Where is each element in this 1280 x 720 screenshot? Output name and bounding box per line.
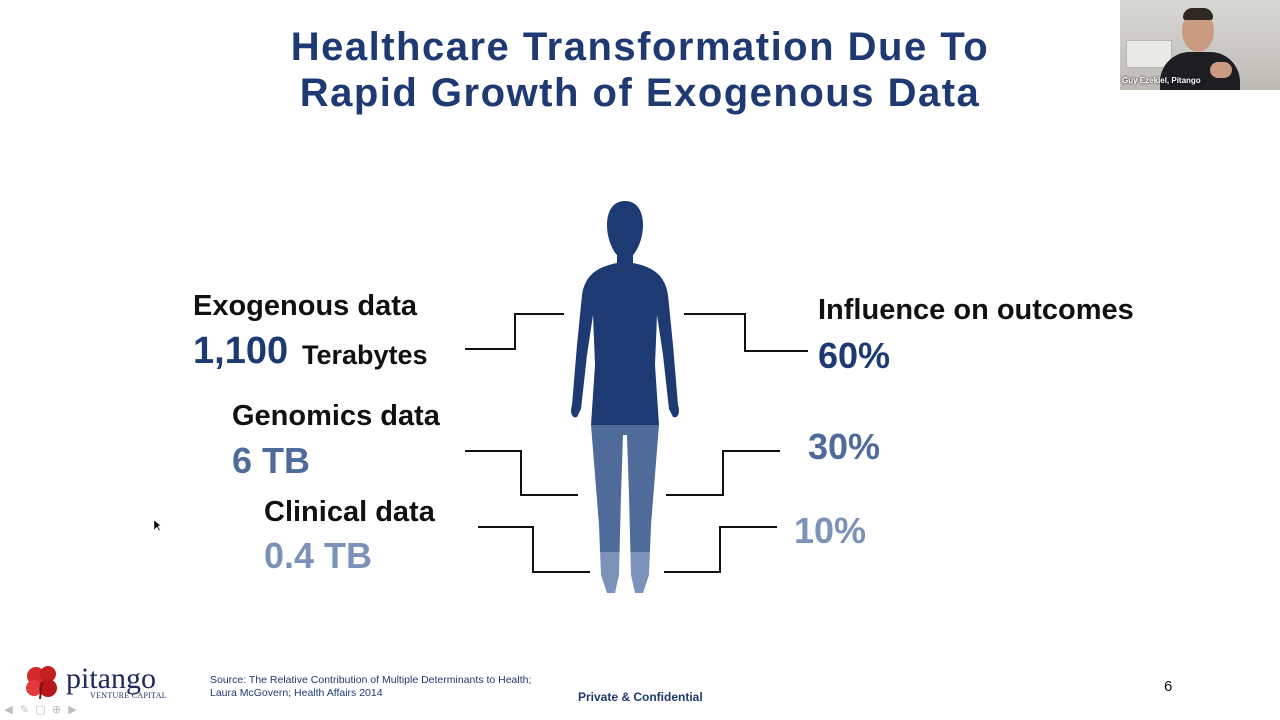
genomics-data-label: Genomics data (232, 400, 440, 432)
figure-middle-segment (571, 425, 679, 552)
webcam-video-tile[interactable]: Guy Ezekiel, Pitango (1120, 0, 1280, 90)
confidential-label: Private & Confidential (578, 690, 703, 704)
exogenous-data-unit: Terabytes (302, 340, 428, 370)
connector-clinical (478, 526, 590, 573)
connector-influence-30 (666, 450, 780, 496)
exogenous-data-label: Exogenous data (193, 290, 417, 322)
pitango-logo-icon (26, 666, 57, 700)
zoom-icon[interactable]: ⊕ (51, 704, 62, 716)
pitango-logo-subtitle: VENTURE CAPITAL (90, 691, 167, 700)
presenter-hand (1210, 62, 1232, 78)
slides-icon[interactable]: ▢ (35, 704, 46, 716)
genomics-data-value: 6 TB (232, 440, 311, 481)
presenter-hair (1183, 8, 1213, 20)
slide-title-line-1: Healthcare Transformation Due To (290, 25, 990, 69)
connector-genomics (465, 450, 578, 496)
connector-influence-60 (684, 313, 808, 352)
source-citation: Source: The Relative Contribution of Mul… (210, 674, 531, 700)
connector-exogenous (465, 313, 564, 350)
pitango-logo-text: pitango (66, 662, 156, 695)
exogenous-data-value: 1,100 (193, 330, 289, 372)
prev-arrow-icon[interactable]: ◀ (4, 704, 13, 716)
influence-on-outcomes-label: Influence on outcomes (818, 294, 1134, 326)
figure-upper-segment (571, 201, 679, 425)
pen-icon[interactable]: ✎ (19, 704, 30, 716)
human-body-figure (571, 201, 679, 593)
mouse-cursor-icon (154, 520, 162, 532)
webcam-name-label: Guy Ezekiel, Pitango (1122, 76, 1201, 85)
figure-lower-segment (571, 552, 679, 593)
clinical-data-label: Clinical data (264, 496, 435, 528)
source-line-1: Source: The Relative Contribution of Mul… (210, 674, 532, 686)
influence-60-value: 60% (818, 335, 891, 376)
connector-influence-10 (664, 526, 777, 573)
background-shelf (1126, 40, 1172, 68)
influence-10-value: 10% (794, 510, 867, 551)
clinical-data-value: 0.4 TB (264, 535, 373, 576)
page-number: 6 (1164, 678, 1173, 695)
slide-title-line-2: Rapid Growth of Exogenous Data (299, 71, 981, 115)
next-arrow-icon[interactable]: ▶ (68, 704, 77, 716)
influence-30-value: 30% (808, 426, 881, 467)
presentation-toolbar: ◀ ✎ ▢ ⊕ ▶ (2, 704, 79, 717)
source-line-2: Laura McGovern; Health Affairs 2014 (210, 687, 383, 699)
